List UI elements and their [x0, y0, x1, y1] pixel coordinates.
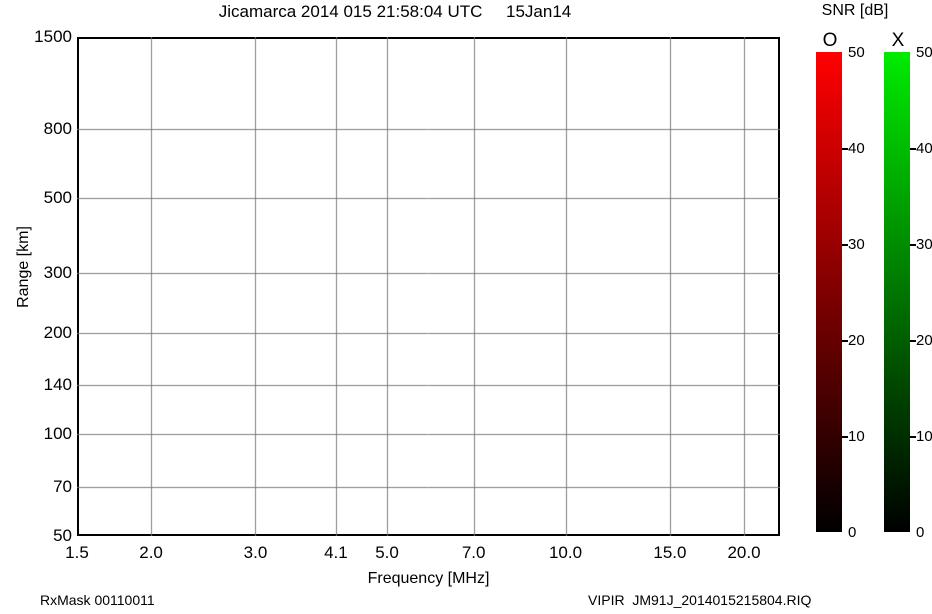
y-tick-label: 50: [53, 526, 72, 545]
colorbar-tick-label: 20: [916, 332, 932, 349]
x-tick-label: 3.0: [243, 543, 268, 562]
colorbar-title: SNR [dB]: [821, 2, 889, 19]
y-tick-label: 800: [43, 119, 72, 139]
colorbar-tick-mark: [910, 340, 916, 342]
colorbar-x-gradient: [884, 52, 910, 532]
colorbar-tick-mark: [910, 148, 916, 150]
y-tick-label: 500: [43, 188, 72, 208]
y-axis-title: Range [km]: [15, 226, 32, 308]
x-tick-label: 10.0: [548, 543, 583, 562]
x-tick-label: 2.0: [139, 543, 163, 562]
colorbar-tick-label: 0: [916, 524, 925, 541]
colorbar-tick-label: 50: [916, 44, 932, 61]
colorbar-tick-mark: [842, 436, 848, 438]
colorbar-tick-label: 40: [848, 140, 865, 157]
colorbar-tick-mark: [842, 148, 848, 150]
y-tick-label: 300: [43, 263, 72, 283]
colorbar-tick-label: 40: [916, 140, 932, 157]
colorbar-tick-label: 10: [916, 428, 932, 445]
y-axis-tick-labels: 1500 800 500 300 200 140 100 70 50: [0, 0, 72, 614]
plot-frame: [77, 37, 780, 536]
x-tick-label: 15.0: [653, 543, 687, 562]
colorbar-x-ticks: 50 40 30 20 10 0: [910, 44, 932, 541]
colorbar-o-group: O: [816, 30, 844, 537]
colorbar-tick-mark: [842, 244, 848, 246]
x-tick-label: 4.1: [324, 543, 348, 562]
footer-filename: VIPIR JM91J_2014015215804.RIQ: [588, 592, 812, 608]
colorbar-x-label: X: [891, 30, 905, 51]
x-tick-label: 1.5: [65, 543, 89, 562]
y-tick-label: 70: [53, 476, 72, 496]
x-axis-title: Frequency [MHz]: [367, 570, 490, 587]
colorbar-tick-mark: [910, 244, 916, 246]
colorbar-tick-mark: [842, 340, 848, 342]
x-tick-label: 5.0: [375, 543, 399, 562]
colorbar-tick-label: 30: [916, 236, 932, 253]
footer-rxmask: RxMask 00110011: [40, 592, 155, 608]
y-tick-label: 200: [43, 322, 72, 342]
y-tick-label: 1500: [34, 27, 72, 46]
colorbar-x-group: X: [884, 30, 912, 537]
colorbar-tick-label: 50: [848, 44, 865, 61]
colorbar-o-ticks: 50 40 30 20 10 0: [842, 44, 878, 541]
colorbar-tick-label: 30: [848, 236, 865, 253]
x-tick-label: 20.0: [727, 543, 761, 562]
x-axis-tick-labels: 1.5 2.0 3.0 4.1 5.0 7.0 10.0 15.0 20.0: [0, 543, 932, 567]
colorbar-tick-label: 20: [848, 332, 865, 349]
colorbar-tick-label: 10: [848, 428, 865, 445]
x-tick-label: 7.0: [461, 543, 486, 562]
y-tick-label: 100: [43, 424, 72, 444]
colorbar-tick-mark: [910, 436, 916, 438]
y-tick-label: 140: [43, 374, 72, 394]
colorbar-o-gradient: [816, 52, 842, 532]
page-title: Jicamarca 2014 015 21:58:04 UTC 15Jan14: [218, 2, 572, 21]
colorbar-tick-label: 0: [848, 524, 857, 541]
colorbar-o-label: O: [822, 30, 838, 51]
